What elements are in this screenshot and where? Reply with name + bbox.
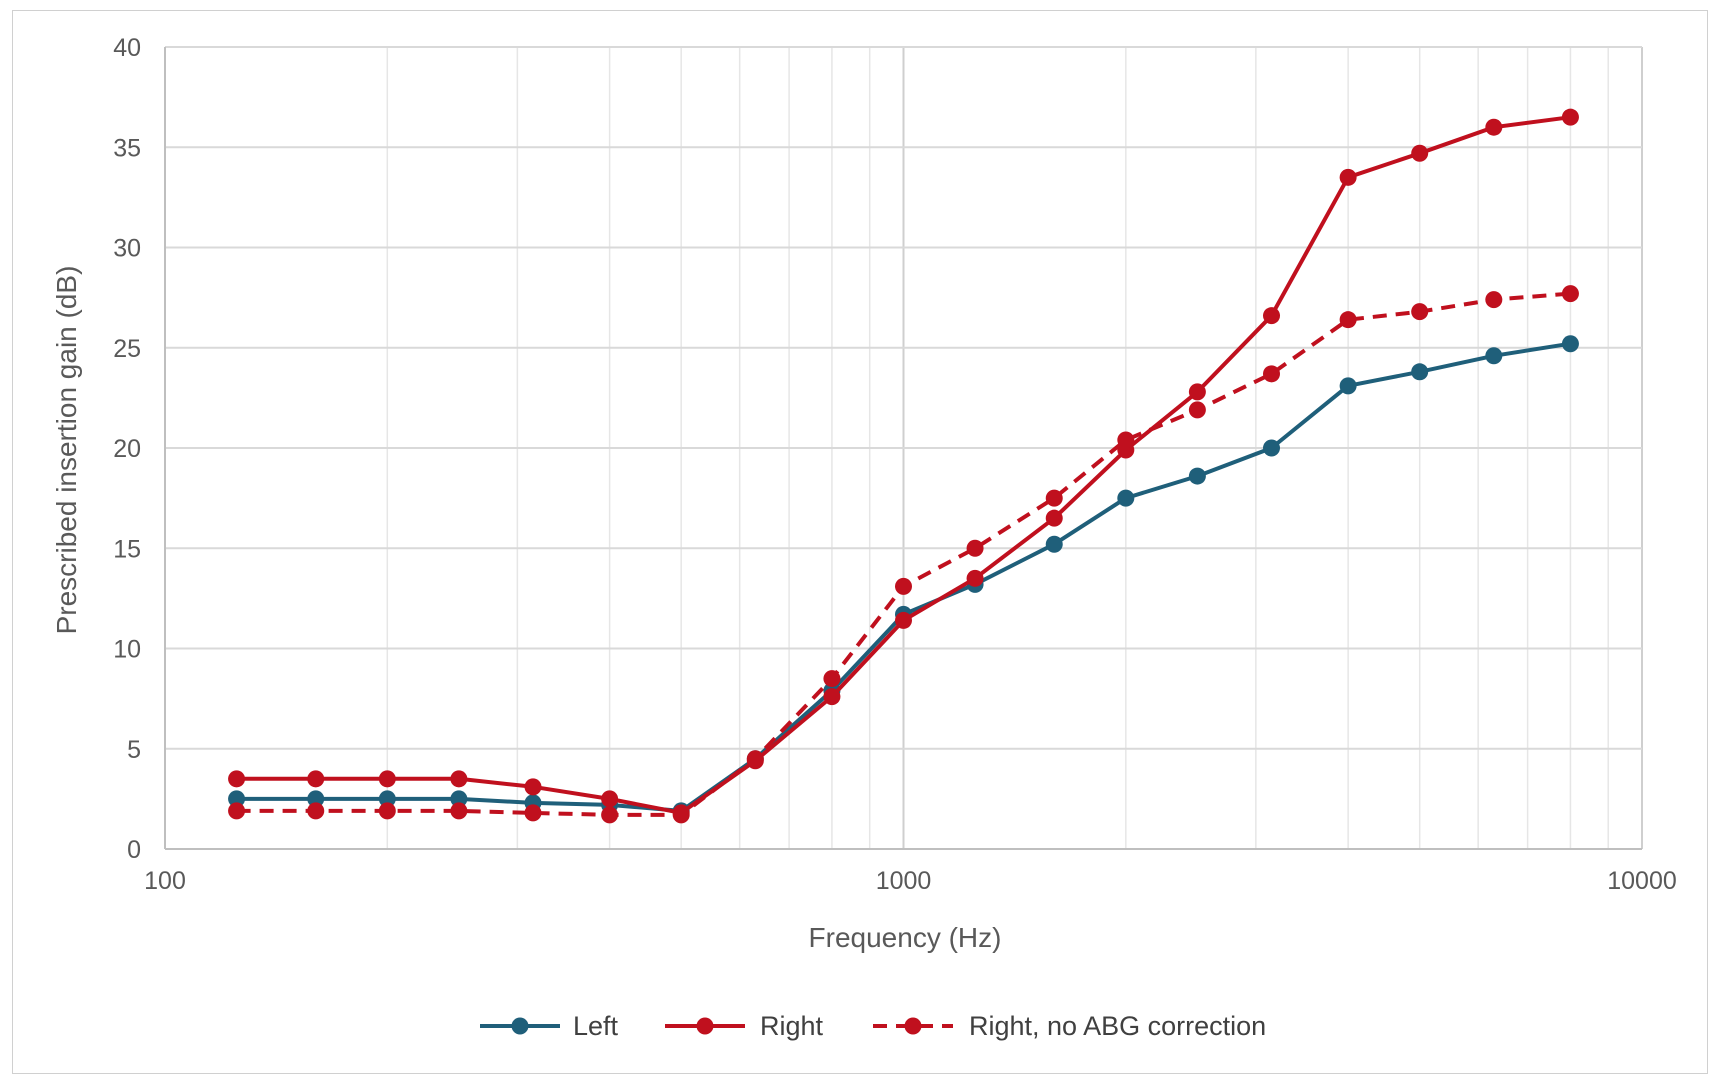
legend-item: Right, no ABG correction [873,1011,1266,1041]
data-point [746,750,764,768]
x-tick-label: 10000 [1607,867,1677,895]
data-point [1411,303,1429,321]
legend-item: Right [665,1011,824,1041]
data-point [1188,401,1206,419]
data-point [524,804,542,822]
series-right [228,108,1579,822]
y-axis-label: Prescribed insertion gain (dB) [51,266,82,635]
series-right-no-abg-correction [228,285,1579,824]
y-tick-label: 20 [113,435,141,463]
data-point [228,802,246,820]
data-point [1485,347,1503,365]
data-point [1561,285,1579,303]
y-tick-label: 40 [113,34,141,62]
data-point [1339,311,1357,329]
data-point [1045,535,1063,553]
data-point [1339,168,1357,186]
legend-swatch-marker [511,1017,529,1035]
legend: Left Right Right, no ABG correction [480,1011,1266,1041]
data-point [672,806,690,824]
legend-label: Right, no ABG correction [969,1011,1266,1041]
data-point [307,770,325,788]
data-point [895,611,912,629]
axes [164,47,1642,850]
data-point [823,688,841,706]
chart-frame [12,10,1708,1074]
y-tick-label: 15 [113,535,141,563]
data-point [1188,383,1206,401]
y-tick-label: 30 [113,235,141,263]
data-point [378,802,396,820]
data-point [307,802,325,820]
data-point [1117,431,1135,449]
data-point [1561,108,1579,126]
data-point [228,770,246,788]
data-point [1263,307,1281,325]
x-tick-label: 1000 [876,867,932,895]
x-tick-label: 100 [144,867,186,895]
data-point [1411,363,1429,381]
y-tick-label: 25 [113,335,141,363]
data-point [1045,509,1063,527]
data-point [228,790,246,808]
y-tick-label: 35 [113,134,141,162]
data-point [524,778,542,796]
y-tick-label: 5 [127,736,141,764]
grid-lines [164,46,1643,850]
x-tick-labels: 100 1000 10000 [144,867,1677,895]
data-point [1045,489,1063,507]
y-tick-label: 0 [127,836,141,864]
data-point [1485,291,1503,309]
data-point [1339,377,1357,395]
data-point [307,790,325,808]
data-point [1263,439,1281,457]
data-point [601,806,619,824]
legend-swatch-marker [696,1017,714,1035]
data-point [1561,335,1579,353]
series-group [228,108,1579,824]
data-point [966,539,984,557]
legend-swatch-marker [904,1017,922,1035]
y-tick-label: 10 [113,636,141,664]
data-point [378,770,396,788]
data-point [823,670,841,688]
legend-item: Left [480,1011,619,1041]
data-point [450,770,468,788]
data-point [895,577,912,595]
legend-label: Right [760,1011,824,1041]
data-point [450,790,468,808]
y-tick-labels: 0 5 10 15 20 25 30 35 40 [113,34,141,864]
data-point [601,790,619,808]
x-axis-label: Frequency (Hz) [809,922,1002,953]
data-point [450,802,468,820]
data-point [1411,144,1429,162]
legend-label: Left [573,1011,619,1041]
data-point [966,569,984,587]
data-point [1485,118,1503,136]
data-point [1263,365,1281,383]
data-point [1117,489,1135,507]
data-point [378,790,396,808]
data-point [1188,467,1206,485]
